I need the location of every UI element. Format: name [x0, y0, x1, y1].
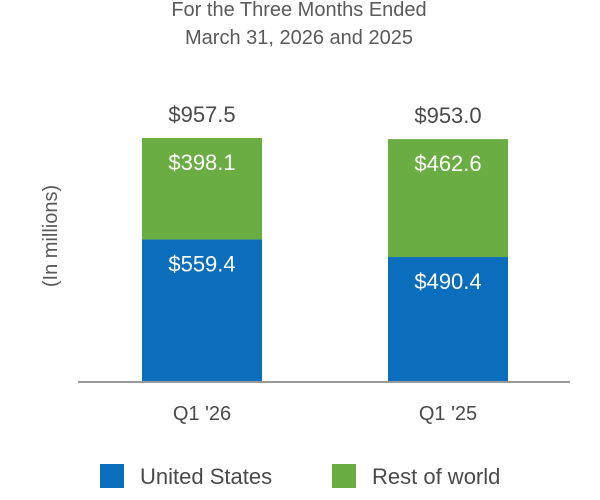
y-axis-label: (In millions)	[40, 185, 62, 287]
legend-label-rest-of-world: Rest of world	[372, 464, 500, 489]
x-tick-label-1: Q1 '26	[173, 403, 231, 425]
x-tick-label-2: Q1 '25	[419, 403, 477, 425]
total-label-2: $953.0	[414, 103, 481, 128]
bar-united-states-1	[142, 239, 262, 382]
data-label-united-states-2: $490.4	[414, 269, 481, 294]
bar-rest-of-world-2	[388, 139, 508, 258]
bar-rest-of-world-1	[142, 138, 262, 240]
data-label-rest-of-world-2: $462.6	[414, 151, 481, 176]
total-label-1: $957.5	[168, 102, 235, 127]
data-label-rest-of-world-1: $398.1	[168, 150, 235, 175]
chart-title-line-1: For the Three Months Ended	[171, 0, 426, 21]
data-label-united-states-1: $559.4	[168, 251, 235, 276]
legend-swatch-united-states	[100, 464, 124, 488]
bars-group: $559.4 $398.1 $957.5 $490.4 $462.6 $953.0	[142, 102, 508, 382]
legend-swatch-rest-of-world	[332, 464, 356, 488]
category-labels: Q1 '26 Q1 '25	[173, 403, 477, 425]
legend-label-united-states: United States	[140, 464, 272, 489]
legend: United States Rest of world	[100, 464, 500, 489]
chart-title-line-2: March 31, 2026 and 2025	[185, 27, 413, 49]
bar-united-states-2	[388, 257, 508, 382]
